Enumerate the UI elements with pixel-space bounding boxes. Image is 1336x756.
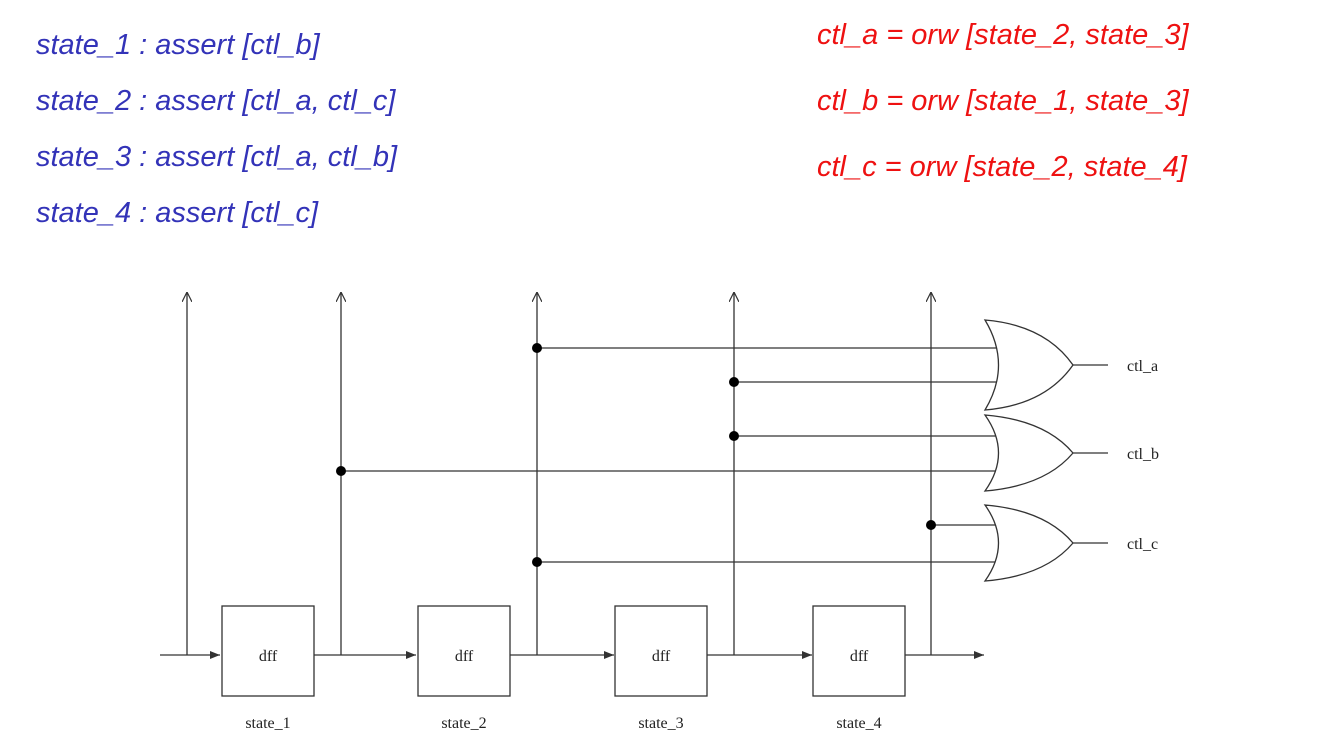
output-label-ctl-a: ctl_a — [1127, 358, 1158, 375]
assertion-line-3: state_3 : assert [ctl_a, ctl_b] — [36, 141, 398, 173]
junction-dot — [336, 466, 346, 476]
assertion-line-2: state_2 : assert [ctl_a, ctl_c] — [36, 85, 396, 117]
dff-label: dff — [850, 648, 869, 665]
or-gate-ctl-c — [983, 504, 1074, 582]
dff-box-state-3 — [614, 605, 708, 697]
state-label-4: state_4 — [836, 715, 881, 732]
or-definition-ctl-c: ctl_c = orw [state_2, state_4] — [817, 151, 1187, 183]
junction-dot — [926, 520, 936, 530]
dff-box-state-4 — [812, 605, 906, 697]
assertion-line-1: state_1 : assert [ctl_b] — [36, 29, 320, 61]
or-definition-ctl-a: ctl_a = orw [state_2, state_3] — [817, 19, 1189, 51]
dff-label: dff — [259, 648, 278, 665]
dff-label: dff — [652, 648, 671, 665]
or-gate-ctl-a — [983, 319, 1074, 411]
state-label-1: state_1 — [245, 715, 290, 732]
or-gate-ctl-b — [983, 414, 1074, 492]
output-label-ctl-c: ctl_c — [1127, 536, 1158, 553]
junction-dot — [532, 343, 542, 353]
output-label-ctl-b: ctl_b — [1127, 446, 1159, 463]
junction-dot — [729, 431, 739, 441]
junction-dot — [729, 377, 739, 387]
state-label-2: state_2 — [441, 715, 486, 732]
dff-label: dff — [455, 648, 474, 665]
assertion-line-4: state_4 : assert [ctl_c] — [36, 197, 319, 229]
dff-box-state-1 — [221, 605, 315, 697]
junction-dot — [532, 557, 542, 567]
or-definition-ctl-b: ctl_b = orw [state_1, state_3] — [817, 85, 1189, 117]
state-label-3: state_3 — [638, 715, 683, 732]
dff-box-state-2 — [417, 605, 511, 697]
